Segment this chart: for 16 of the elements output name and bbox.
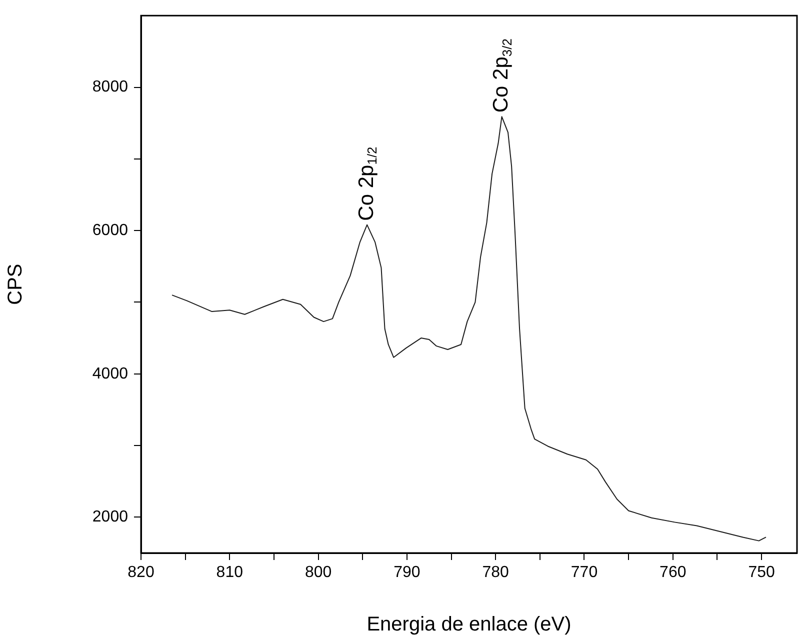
x-tick-label: 820 [128,564,154,582]
x-tick-label: 780 [482,564,510,582]
annotation: Co 2p1/2 [354,146,380,221]
x-tick-label: 800 [304,564,332,582]
y-tick-label: 8000 [92,78,128,96]
x-tick-label: 750 [748,564,775,582]
x-tick-label: 810 [216,564,244,582]
y-tick-label: 4000 [92,365,128,382]
annotation: Co 2p3/2 [490,38,514,113]
y-axis-title: CPS [4,264,27,305]
y-tick-label: 6000 [92,222,128,239]
x-axis-title: Energia de enlace (eV) [366,614,572,636]
x-tick-label: 760 [660,564,686,582]
x-tick-label: 770 [570,564,598,582]
y-tick-label: 2000 [92,508,128,526]
x-tick-label: 790 [394,564,420,582]
